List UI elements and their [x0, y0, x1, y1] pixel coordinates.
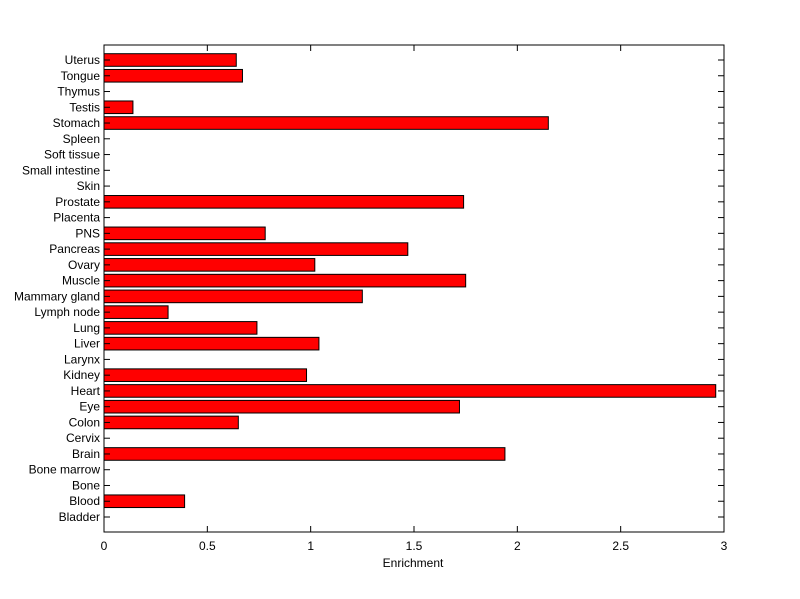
y-tick-label: Spleen [63, 132, 100, 146]
y-tick-label: Blood [69, 494, 100, 508]
bar [103, 242, 409, 256]
y-tick-label: Liver [74, 337, 100, 351]
y-tick-label: Placenta [53, 211, 100, 225]
y-tick-label: Testis [69, 100, 100, 114]
bar [103, 273, 467, 288]
y-tick-label: Thymus [57, 85, 100, 99]
bar [103, 368, 308, 382]
y-tick-label: Soft tissue [44, 148, 100, 162]
x-axis-label: Enrichment [383, 556, 444, 570]
y-tick-label: Brain [72, 447, 100, 461]
x-tick-label: 3 [721, 539, 728, 553]
bar [103, 494, 186, 509]
y-tick-label: Lymph node [34, 305, 100, 319]
x-tick-label: 2 [514, 539, 521, 553]
bar [103, 384, 717, 398]
y-tick-label: Pancreas [49, 242, 100, 256]
y-tick-label: Bladder [59, 510, 100, 524]
y-tick-label: Cervix [66, 431, 100, 445]
y-tick-label: Stomach [53, 116, 100, 130]
y-tick-label: Colon [69, 415, 100, 429]
bar [103, 116, 549, 130]
y-tick-label: Muscle [62, 274, 100, 288]
bar [103, 53, 237, 67]
bar [103, 399, 460, 414]
y-tick-label: Larynx [64, 352, 100, 366]
bars-group [103, 53, 717, 509]
y-tick-label: PNS [75, 226, 100, 240]
bar [103, 258, 316, 272]
bar [103, 305, 169, 319]
y-tick-label: Bone [72, 478, 100, 492]
x-axis: 0 0.5 1 1.5 2 2.5 3 [101, 45, 728, 553]
y-tick-label: Mammary gland [14, 289, 100, 303]
y-tick-label: Bone marrow [29, 463, 101, 477]
x-tick-label: 0 [101, 539, 108, 553]
bar [103, 289, 363, 304]
bar [103, 447, 506, 461]
x-tick-label: 1 [307, 539, 314, 553]
bar [103, 415, 239, 430]
x-tick-label: 1.5 [406, 539, 423, 553]
y-tick-label: Small intestine [22, 163, 100, 177]
y-tick-label: Heart [71, 384, 101, 398]
x-tick-label: 2.5 [612, 539, 629, 553]
bar [103, 68, 243, 83]
y-tick-label: Lung [73, 321, 100, 335]
bar [103, 321, 258, 335]
y-tick-label: Eye [79, 400, 100, 414]
y-tick-label: Kidney [63, 368, 100, 382]
y-tick-label: Tongue [61, 69, 101, 83]
bar [103, 195, 465, 209]
y-tick-label: Uterus [65, 53, 100, 67]
y-tick-label: Ovary [68, 258, 100, 272]
x-tick-label: 0.5 [199, 539, 216, 553]
y-tick-label: Prostate [55, 195, 100, 209]
y-tick-label: Skin [77, 179, 100, 193]
bar [103, 226, 266, 241]
bar [103, 336, 320, 351]
